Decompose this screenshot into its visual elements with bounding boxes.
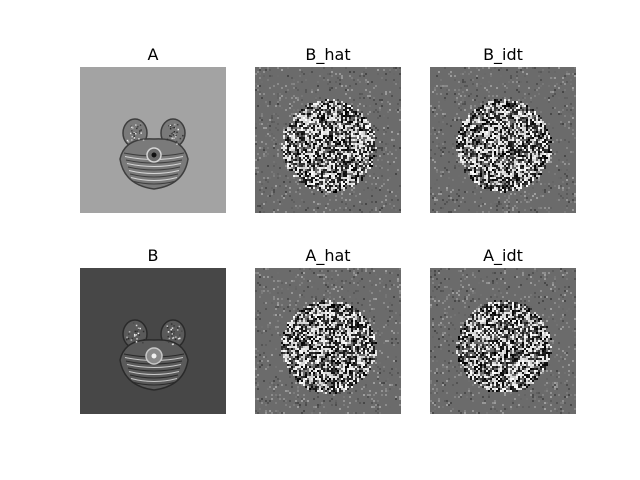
panel-b-idt: B_idt bbox=[430, 45, 576, 213]
panel-a: A bbox=[80, 45, 226, 213]
panel-title: A_idt bbox=[483, 246, 523, 265]
panel-image-a bbox=[80, 67, 226, 213]
panel-image-b-idt bbox=[430, 67, 576, 213]
panel-a-hat: A_hat bbox=[255, 246, 401, 414]
panel-b-hat: B_hat bbox=[255, 45, 401, 213]
panel-image-b bbox=[80, 268, 226, 414]
panel-image-a-hat bbox=[255, 268, 401, 414]
panel-title: B_hat bbox=[305, 45, 351, 64]
panel-image-a-idt bbox=[430, 268, 576, 414]
panel-b: B bbox=[80, 246, 226, 414]
panel-image-b-hat bbox=[255, 67, 401, 213]
panel-title: A bbox=[147, 45, 159, 64]
panel-title: B bbox=[147, 246, 159, 265]
panel-a-idt: A_idt bbox=[430, 246, 576, 414]
panel-title: A_hat bbox=[305, 246, 351, 265]
panel-title: B_idt bbox=[483, 45, 523, 64]
